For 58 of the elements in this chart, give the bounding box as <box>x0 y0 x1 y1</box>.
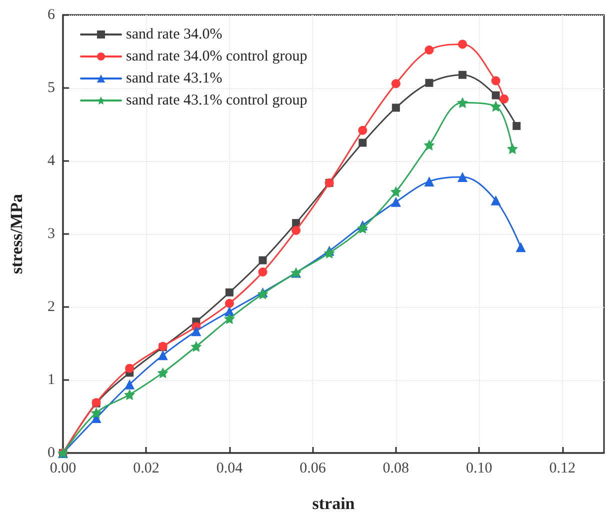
x-tick-label: 0.04 <box>216 460 244 476</box>
x-tick-label: 0.00 <box>50 460 76 476</box>
y-tick-label: 6 <box>48 7 56 23</box>
point <box>490 100 502 112</box>
point <box>190 340 202 352</box>
point <box>458 172 468 182</box>
point <box>490 195 501 206</box>
point <box>457 97 468 108</box>
point <box>124 379 135 390</box>
point <box>292 226 301 235</box>
point <box>357 222 368 234</box>
y-tick-label: 2 <box>48 299 55 315</box>
x-tick-label: 0.02 <box>133 460 160 476</box>
legend-label: sand rate 43.1% control group <box>126 92 308 108</box>
legend-label: sand rate 43.1% <box>126 70 222 86</box>
point <box>157 367 168 378</box>
point <box>512 122 521 130</box>
x-axis-title: strain <box>312 494 356 513</box>
legend-label: sand rate 34.0% <box>126 26 222 42</box>
y-axis-title: stress/MPa <box>7 194 26 274</box>
x-tick-label: 0.06 <box>300 460 326 476</box>
point <box>424 46 434 55</box>
point <box>258 256 267 264</box>
x-tick-label: 0.08 <box>382 460 410 476</box>
point <box>424 176 434 186</box>
point <box>225 288 234 296</box>
point <box>424 139 435 150</box>
point <box>258 267 268 276</box>
point <box>324 247 335 258</box>
point <box>358 138 367 147</box>
point <box>191 326 202 336</box>
point <box>224 298 234 308</box>
point <box>500 94 509 104</box>
point <box>390 196 401 207</box>
point <box>124 389 136 400</box>
legend-label: sand rate 34.0% control group <box>126 48 308 64</box>
y-tick-label: 1 <box>48 372 55 388</box>
point <box>125 364 134 373</box>
y-tick-label: 5 <box>48 80 55 96</box>
y-tick-label: 3 <box>48 226 55 242</box>
point <box>458 40 468 49</box>
point <box>491 76 500 86</box>
point <box>506 143 518 154</box>
point <box>224 313 235 324</box>
point <box>390 186 402 198</box>
point <box>158 350 168 360</box>
y-tick-label: 0 <box>48 445 55 461</box>
point <box>492 91 500 100</box>
x-tick-label: 0.12 <box>549 460 576 476</box>
y-tick-label: 4 <box>48 153 56 169</box>
point <box>425 78 434 87</box>
point <box>392 104 400 112</box>
x-tick-label: 0.10 <box>466 460 492 476</box>
point <box>358 126 368 135</box>
point <box>458 70 467 79</box>
point <box>391 79 400 88</box>
point <box>516 242 526 252</box>
point <box>90 407 102 418</box>
